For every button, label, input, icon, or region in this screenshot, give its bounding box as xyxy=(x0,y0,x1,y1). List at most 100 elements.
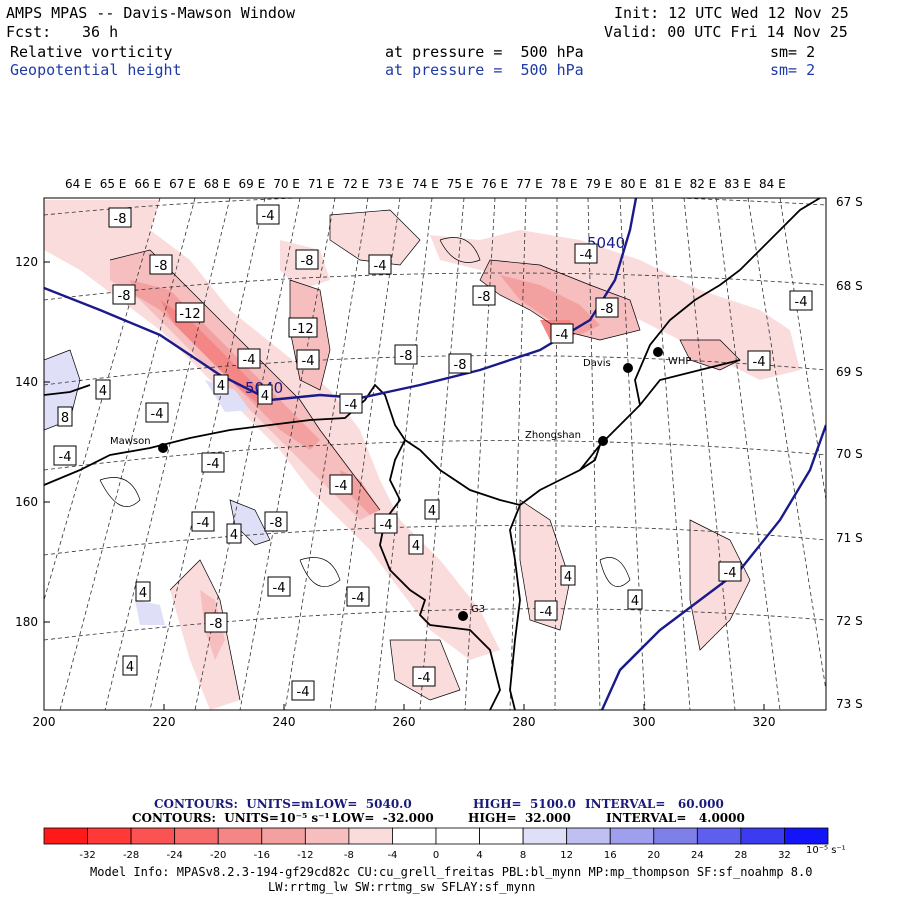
model-info-line2: LW:rrtmg_lw SW:rrtmg_sw SFLAY:sf_mynn xyxy=(268,880,536,894)
colorbar-tick: 16 xyxy=(604,850,617,861)
vorticity-label-box xyxy=(257,384,273,405)
vorticity-label: 4 xyxy=(627,589,643,610)
vorticity-label-text: -12 xyxy=(179,307,200,322)
colorbar-swatch xyxy=(174,827,219,845)
longitude-label: 83 E xyxy=(724,177,751,191)
vorticity-label-text: -8 xyxy=(210,617,223,632)
vorticity-label: -4 xyxy=(346,586,370,607)
longitude-label: 65 E xyxy=(100,177,127,191)
vorticity-label-text: 4 xyxy=(412,539,420,554)
height-contour-low: LOW= 5040.0 xyxy=(315,797,412,811)
y-axis-labels: 120 140 160 180 xyxy=(15,255,38,629)
vorticity-label-box xyxy=(374,513,398,534)
longitude-label: 68 E xyxy=(204,177,231,191)
longitude-label: 73 E xyxy=(377,177,404,191)
vorticity-label-text: -4 xyxy=(273,581,286,596)
longitude-label: 75 E xyxy=(447,177,474,191)
vorticity-label-text: -4 xyxy=(197,516,210,531)
vorticity-label: -4 xyxy=(267,576,291,597)
vorticity-label: -4 xyxy=(201,452,225,473)
latitude-labels: 67 S 68 S 69 S 70 S 71 S 72 S 73 S xyxy=(836,195,863,711)
vorticity-label-box xyxy=(201,452,225,473)
vorticity-label-text: -8 xyxy=(118,289,131,304)
vorticity-contour-interval: INTERVAL= 4.0000 xyxy=(606,811,745,825)
field1-level: at pressure = 500 hPa xyxy=(385,43,584,61)
longitude-label: 82 E xyxy=(690,177,717,191)
longitude-label: 71 E xyxy=(308,177,335,191)
vorticity-label-box xyxy=(112,284,136,305)
vorticity-label: 4 xyxy=(226,523,242,544)
station-dot-whp xyxy=(653,347,663,357)
colorbar-tick: 8 xyxy=(520,850,526,861)
vorticity-label-box xyxy=(329,474,353,495)
x-axis-label: 320 xyxy=(753,715,776,729)
longitude-label: 66 E xyxy=(134,177,161,191)
vorticity-label-text: 4 xyxy=(631,594,639,609)
height-contour-units: CONTOURS: UNITS=m xyxy=(154,797,314,811)
colorbar-swatch xyxy=(217,827,263,845)
vorticity-label-text: -8 xyxy=(301,254,314,269)
vorticity-label: -8 xyxy=(149,254,173,275)
vorticity-label-text: -8 xyxy=(454,358,467,373)
vorticity-label-text: -8 xyxy=(478,290,491,305)
vorticity-label-box xyxy=(264,511,288,532)
vorticity-label-text: -4 xyxy=(556,328,569,343)
vorticity-label-box xyxy=(424,499,440,520)
colorbar-swatch xyxy=(348,827,393,845)
vorticity-label-box xyxy=(108,207,132,228)
latitude-label: 72 S xyxy=(836,614,863,628)
vorticity-label-text: -4 xyxy=(151,407,164,422)
vorticity-label-box xyxy=(149,254,173,275)
vorticity-label-box xyxy=(145,402,169,423)
colorbar-swatch xyxy=(479,827,524,845)
vorticity-label: -12 xyxy=(288,317,318,338)
colorbar-tick: -20 xyxy=(210,850,226,861)
vorticity-label-text: -8 xyxy=(270,516,283,531)
y-axis-label: 180 xyxy=(15,615,38,629)
vorticity-label-box xyxy=(339,393,363,414)
vorticity-label: -4 xyxy=(329,474,353,495)
colorbar-swatch xyxy=(130,827,176,845)
station-dot-g3 xyxy=(458,611,468,621)
colorbar-tick: -8 xyxy=(344,850,354,861)
latitude-label: 67 S xyxy=(836,195,863,209)
longitude-label: 78 E xyxy=(551,177,578,191)
vorticity-label-text: 4 xyxy=(126,660,134,675)
vorticity-label: -4 xyxy=(574,243,598,264)
vorticity-label-text: -4 xyxy=(352,591,365,606)
vorticity-label: -8 xyxy=(108,207,132,228)
height-contour-interval: INTERVAL= 60.000 xyxy=(585,797,724,811)
colorbar-tick: 28 xyxy=(735,850,748,861)
vorticity-label-text: 4 xyxy=(564,570,572,585)
colorbar-swatch xyxy=(609,827,655,845)
height-contours xyxy=(44,198,826,710)
vorticity-contour-units: CONTOURS: UNITS=10⁻⁵ s⁻¹ xyxy=(132,811,330,825)
vorticity-label: -4 xyxy=(339,393,363,414)
colorbar-tick-labels: -32 -28 -24 -20 -16 -12 -8 -4 0 4 8 12 16 20 24 28 32 xyxy=(79,850,790,861)
colorbar-swatch xyxy=(653,827,698,845)
vorticity-label-box xyxy=(204,612,228,633)
colorbar-swatch xyxy=(304,827,350,845)
station-name-davis: Davis xyxy=(583,358,611,369)
vorticity-label-text: -4 xyxy=(345,398,358,413)
vorticity-label: -8 xyxy=(204,612,228,633)
vorticity-label-box xyxy=(213,374,229,395)
vorticity-label-text: 4 xyxy=(139,586,147,601)
vorticity-label: -8 xyxy=(394,344,418,365)
vorticity-label: -8 xyxy=(295,249,319,270)
vorticity-label-text: -8 xyxy=(155,259,168,274)
colorbar-tick: -16 xyxy=(254,850,270,861)
colorbar-tick: -12 xyxy=(297,850,313,861)
valid-time: Valid: 00 UTC Fri 14 Nov 25 xyxy=(604,23,848,41)
vorticity-label-box xyxy=(226,523,242,544)
vorticity-label-box xyxy=(256,204,280,225)
vorticity-label-box xyxy=(595,297,619,318)
vorticity-label-box xyxy=(57,406,73,427)
vorticity-label-box xyxy=(295,249,319,270)
colorbar-tick: -4 xyxy=(387,850,397,861)
y-axis-label: 140 xyxy=(15,375,38,389)
init-time: Init: 12 UTC Wed 12 Nov 25 xyxy=(614,4,849,22)
y-axis-label: 160 xyxy=(15,495,38,509)
vorticity-label-box xyxy=(718,561,742,582)
